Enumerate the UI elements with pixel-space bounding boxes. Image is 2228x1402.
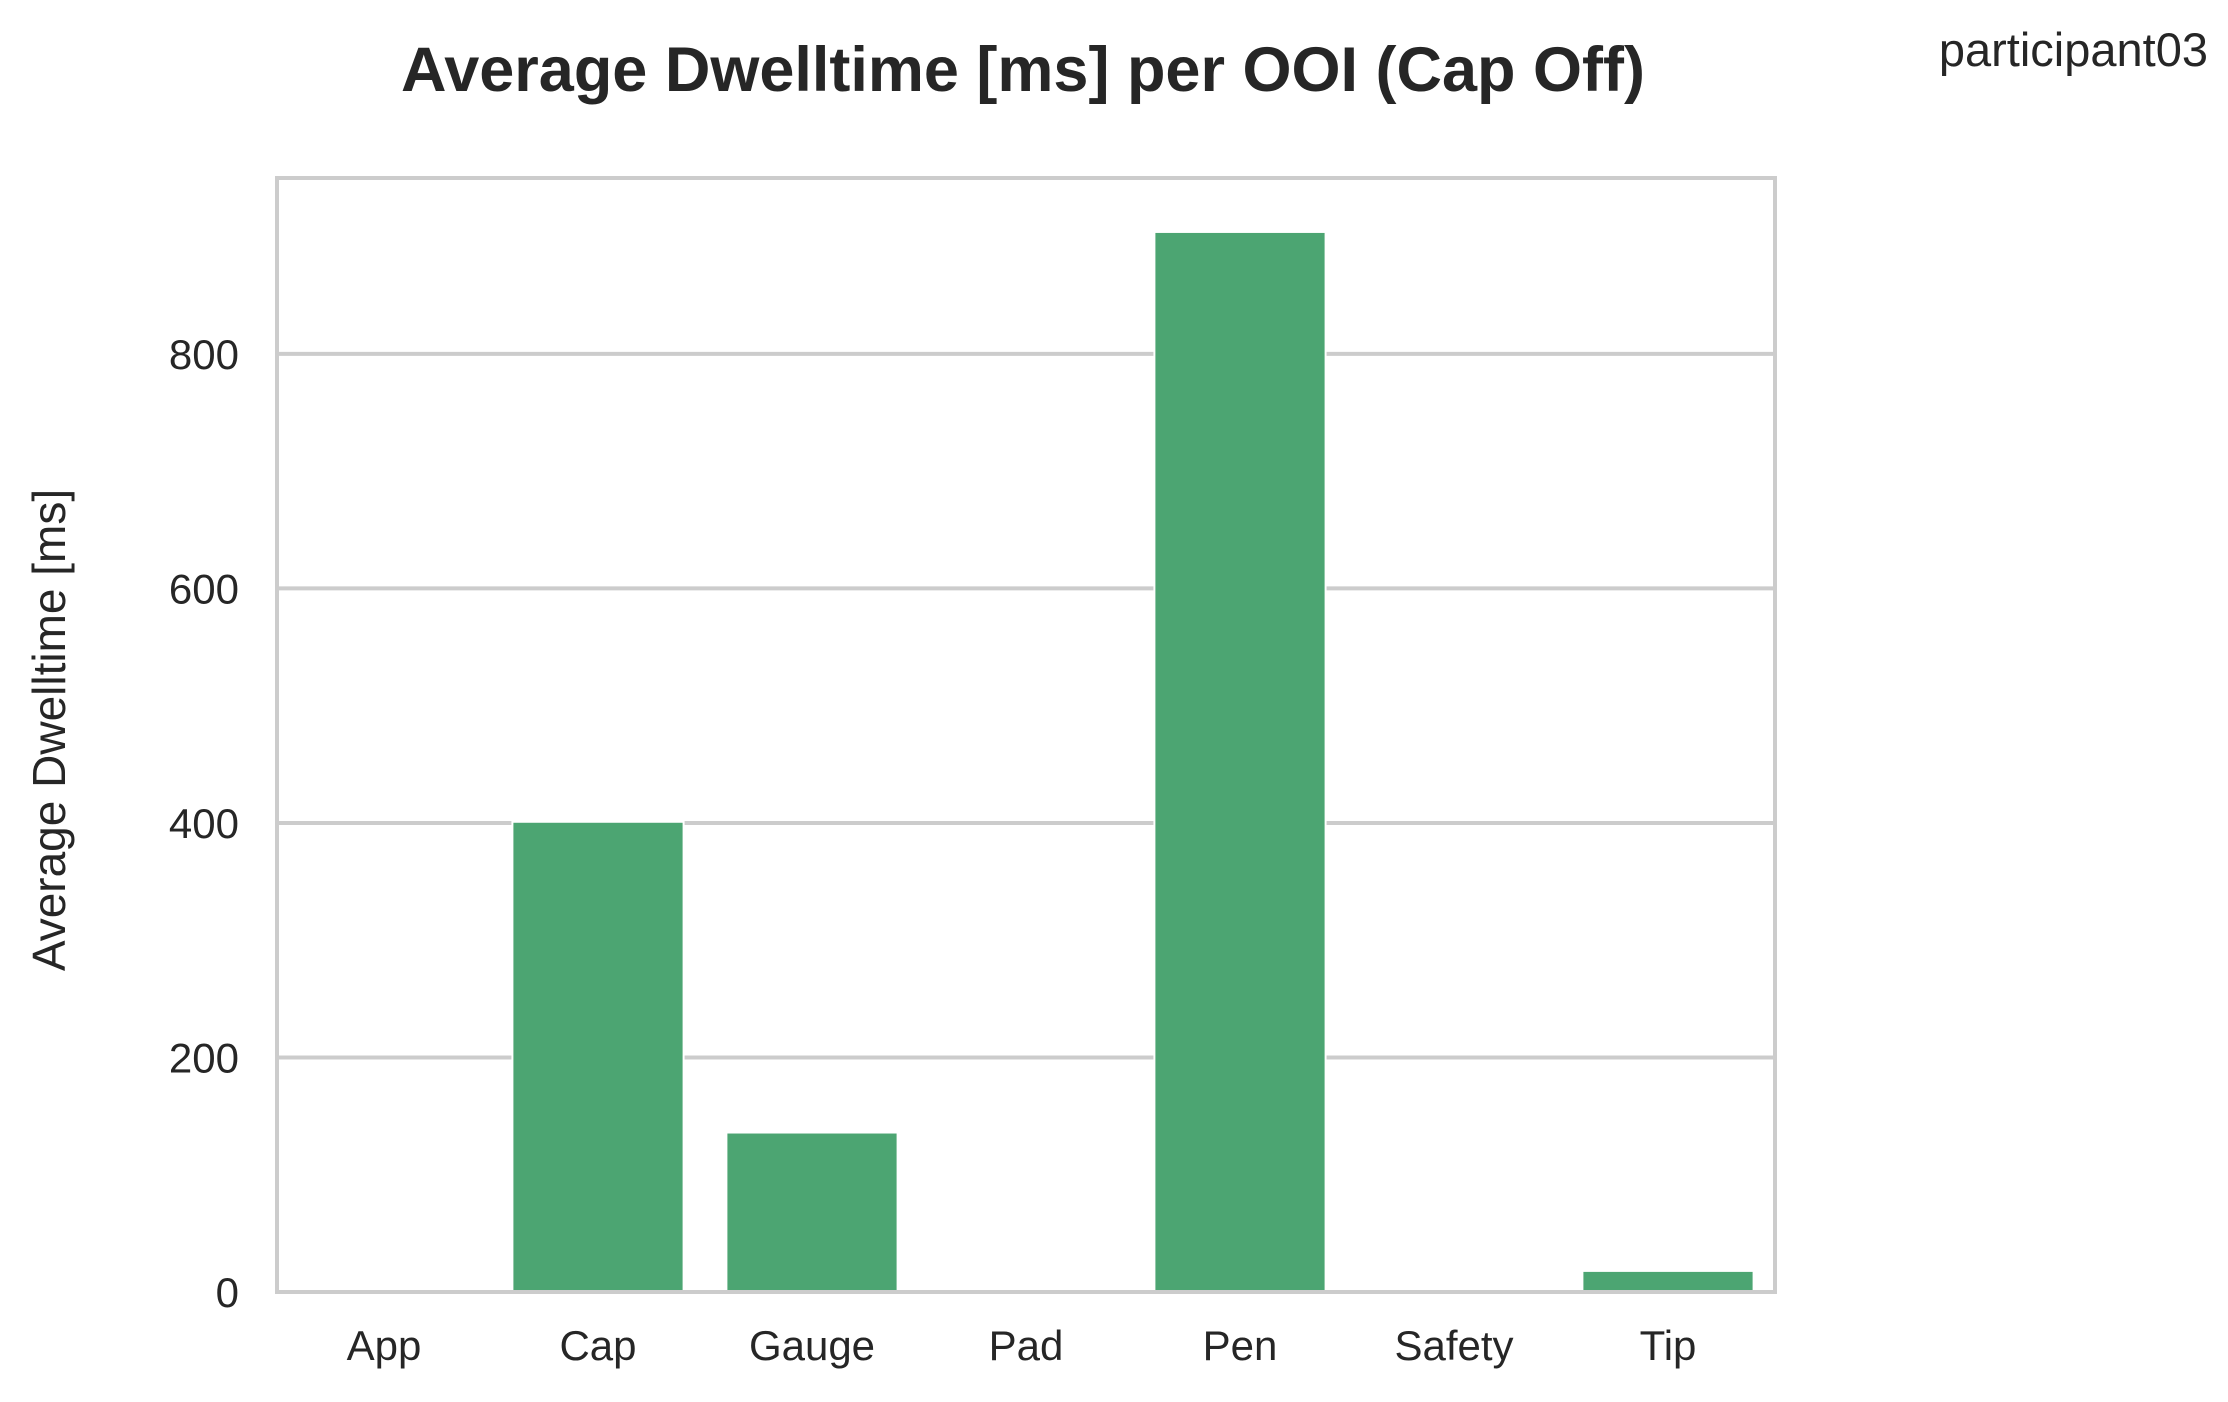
x-tick-label: Pad (989, 1322, 1064, 1369)
bar-tip (1581, 1269, 1755, 1293)
y-tick-label: 400 (169, 800, 239, 847)
y-axis-label: Average Dwelltime [ms] (23, 489, 75, 971)
gridlines (277, 351, 1775, 1294)
bar-gauge (725, 1131, 899, 1293)
x-tick-label: Gauge (749, 1322, 875, 1369)
x-tick-label: Tip (1640, 1322, 1697, 1369)
y-tick-labels: 0 200 400 600 800 (169, 331, 239, 1316)
y-tick-label: 0 (216, 1269, 239, 1316)
bars (511, 230, 1755, 1294)
x-tick-label: Safety (1394, 1322, 1513, 1369)
bar-pen (1153, 230, 1327, 1294)
x-tick-label: Pen (1203, 1322, 1278, 1369)
chart-title: Average Dwelltime [ms] per OOI (Cap Off) (401, 35, 1645, 105)
x-tick-label: App (347, 1322, 422, 1369)
bar-cap (511, 820, 685, 1293)
x-tick-label: Cap (559, 1322, 636, 1369)
y-tick-label: 800 (169, 331, 239, 378)
y-tick-label: 600 (169, 565, 239, 612)
plot-frame (275, 176, 1777, 1294)
y-tick-label: 200 (169, 1034, 239, 1081)
participant-label: participant03 (1939, 23, 2208, 76)
x-tick-labels: App Cap Gauge Pad Pen Safety Tip (347, 1322, 1697, 1369)
